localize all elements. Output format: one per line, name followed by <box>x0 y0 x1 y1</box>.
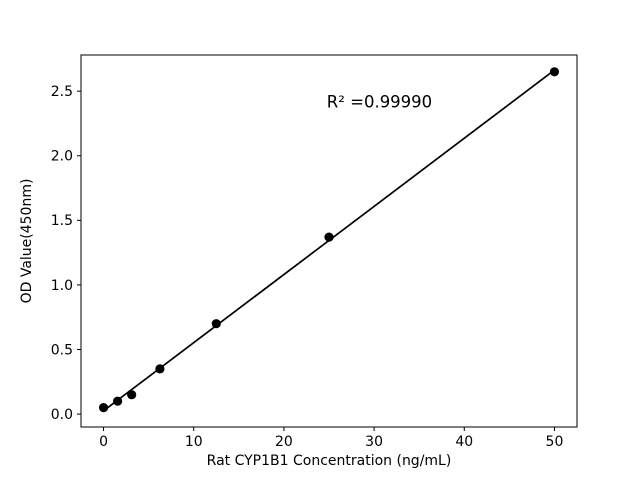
y-tick-label: 1.0 <box>51 278 73 294</box>
data-series <box>98 67 560 413</box>
x-tick-label: 50 <box>546 434 564 450</box>
y-tick-label: 2.0 <box>51 149 73 165</box>
x-axis-label: Rat CYP1B1 Concentration (ng/mL) <box>207 453 452 469</box>
data-point <box>211 319 221 329</box>
x-tick-label: 0 <box>99 434 108 450</box>
x-tick-label: 40 <box>455 434 473 450</box>
data-point <box>98 403 109 413</box>
x-tick-label: 20 <box>275 434 293 450</box>
x-tick-label: 30 <box>365 434 383 450</box>
y-tick-label: 0.5 <box>51 342 73 358</box>
y-tick-label: 1.5 <box>51 213 73 229</box>
y-tick-label: 2.5 <box>51 84 73 100</box>
data-point <box>549 67 560 77</box>
x-axis-ticks: 0 10 20 30 40 50 <box>99 427 563 450</box>
data-point <box>155 364 165 374</box>
r-squared-annotation: R² =0.99990 <box>327 92 432 111</box>
y-axis-label: OD Value(450nm) <box>19 179 35 304</box>
y-tick-label: 0.0 <box>51 407 73 423</box>
data-point <box>113 396 123 406</box>
x-tick-label: 10 <box>185 434 203 450</box>
y-axis-ticks: 0.0 0.5 1.0 1.5 2.0 2.5 <box>51 84 81 423</box>
axes-spines <box>80 54 578 428</box>
data-point <box>324 232 334 242</box>
data-point <box>127 390 137 400</box>
